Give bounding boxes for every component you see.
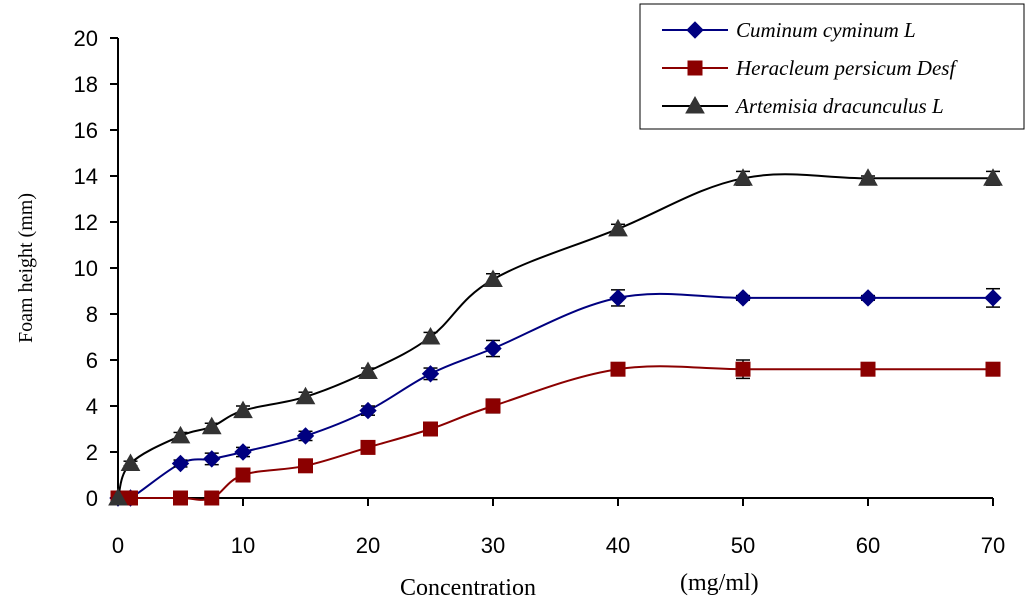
data-point: [860, 361, 876, 377]
data-point: [859, 289, 877, 307]
y-tick-label: 14: [74, 164, 98, 189]
series-3: [108, 168, 1003, 506]
data-point: [420, 326, 441, 345]
legend-label: Heracleum persicum Desf: [735, 56, 958, 80]
data-point: [608, 218, 628, 237]
data-point: [985, 361, 1001, 377]
data-point: [483, 269, 503, 287]
data-point: [359, 401, 377, 420]
y-tick-labels: 0 2 4 6 8 10 12 14 16 18 20: [74, 26, 98, 511]
x-tick-label: 60: [856, 533, 880, 558]
x-axis-title: Concentration: [400, 575, 536, 601]
data-point: [858, 168, 878, 186]
data-point: [173, 490, 188, 506]
y-tick-label: 10: [74, 256, 98, 281]
series-layer: [108, 168, 1003, 507]
series-2: [110, 359, 1001, 506]
data-point: [984, 289, 1002, 307]
series-line: [117, 173, 993, 499]
data-point: [204, 490, 220, 506]
data-point: [296, 427, 315, 445]
data-point: [358, 361, 378, 379]
data-point: [423, 421, 438, 437]
y-tick-label: 8: [86, 302, 98, 327]
legend: Cuminum cyminum L Heracleum persicum Desf…: [639, 3, 1025, 130]
y-tick-label: 6: [86, 348, 98, 373]
y-tick-label: 18: [74, 72, 98, 97]
data-point: [233, 400, 253, 419]
data-point: [203, 450, 221, 468]
x-tick-label: 30: [481, 533, 505, 558]
x-tick-label: 40: [606, 533, 630, 558]
data-point: [734, 289, 752, 307]
x-axis-unit: (mg/ml): [680, 570, 759, 596]
x-tick-label: 70: [981, 533, 1005, 558]
data-point: [108, 487, 128, 506]
y-axis-title: Foam height (mm): [15, 193, 37, 343]
data-point: [484, 339, 502, 358]
data-point: [360, 439, 376, 455]
data-point: [983, 168, 1003, 186]
data-point: [201, 416, 222, 435]
data-point: [234, 443, 252, 461]
legend-box: [639, 3, 1025, 130]
data-point: [735, 361, 751, 377]
x-tick-label: 10: [231, 533, 255, 558]
legend-marker: [686, 21, 704, 39]
data-point: [171, 454, 190, 473]
y-tick-label: 4: [86, 394, 98, 419]
data-point: [298, 458, 313, 474]
y-tick-label: 0: [86, 486, 98, 511]
y-tick-label: 20: [74, 26, 98, 51]
data-point: [733, 168, 753, 186]
data-point: [235, 467, 251, 483]
legend-marker: [687, 60, 703, 76]
series-line: [117, 292, 993, 502]
y-tick-label: 12: [74, 210, 98, 235]
y-tick-label: 2: [86, 440, 98, 465]
data-point: [295, 386, 316, 405]
x-tick-label: 0: [112, 533, 124, 558]
data-point: [170, 425, 191, 444]
x-tick-label: 50: [731, 533, 755, 558]
legend-label: Artemisia dracunculus L: [734, 94, 944, 118]
data-point: [610, 361, 626, 377]
legend-label: Cuminum cyminum L: [736, 18, 916, 42]
data-point: [421, 365, 440, 383]
y-tick-label: 16: [74, 118, 98, 143]
series-line: [118, 365, 993, 501]
legend-marker: [685, 95, 705, 114]
data-point: [485, 398, 501, 414]
x-tick-labels: 0 10 20 30 40 50 60 70: [112, 533, 1005, 558]
data-point: [120, 453, 141, 471]
x-tick-label: 20: [356, 533, 380, 558]
data-point: [609, 289, 627, 307]
